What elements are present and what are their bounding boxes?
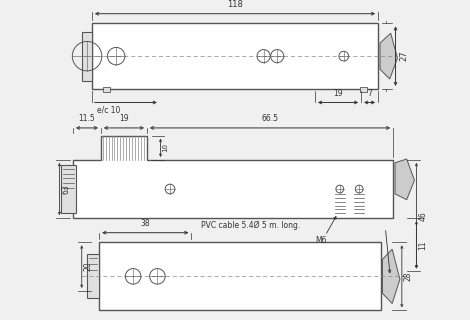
Polygon shape bbox=[383, 249, 400, 303]
Text: 20: 20 bbox=[84, 262, 93, 271]
Bar bbox=[82, 32, 92, 81]
Text: 7: 7 bbox=[367, 89, 372, 98]
Bar bbox=[102, 87, 110, 92]
Text: 28: 28 bbox=[404, 272, 413, 281]
Bar bbox=[99, 242, 381, 310]
Bar bbox=[62, 165, 76, 213]
Text: 63: 63 bbox=[62, 184, 70, 194]
Text: 118: 118 bbox=[227, 0, 243, 9]
Text: M6: M6 bbox=[315, 236, 327, 244]
Bar bbox=[92, 23, 378, 89]
Text: 66.5: 66.5 bbox=[261, 114, 279, 123]
Text: PVC cable 5.4Ø 5 m. long.: PVC cable 5.4Ø 5 m. long. bbox=[201, 220, 300, 230]
Text: 11: 11 bbox=[418, 240, 427, 250]
Text: 38: 38 bbox=[141, 219, 150, 228]
Polygon shape bbox=[73, 136, 393, 218]
Text: 19: 19 bbox=[333, 89, 343, 98]
Polygon shape bbox=[380, 33, 398, 79]
Text: 46: 46 bbox=[418, 211, 427, 220]
Bar bbox=[360, 87, 368, 92]
Text: 11.5: 11.5 bbox=[78, 114, 95, 123]
Text: 27: 27 bbox=[400, 51, 408, 61]
Text: 10: 10 bbox=[163, 143, 168, 152]
Text: e/c 10: e/c 10 bbox=[97, 105, 120, 114]
Text: 19: 19 bbox=[119, 114, 129, 123]
Bar bbox=[86, 254, 99, 299]
Polygon shape bbox=[395, 159, 415, 200]
